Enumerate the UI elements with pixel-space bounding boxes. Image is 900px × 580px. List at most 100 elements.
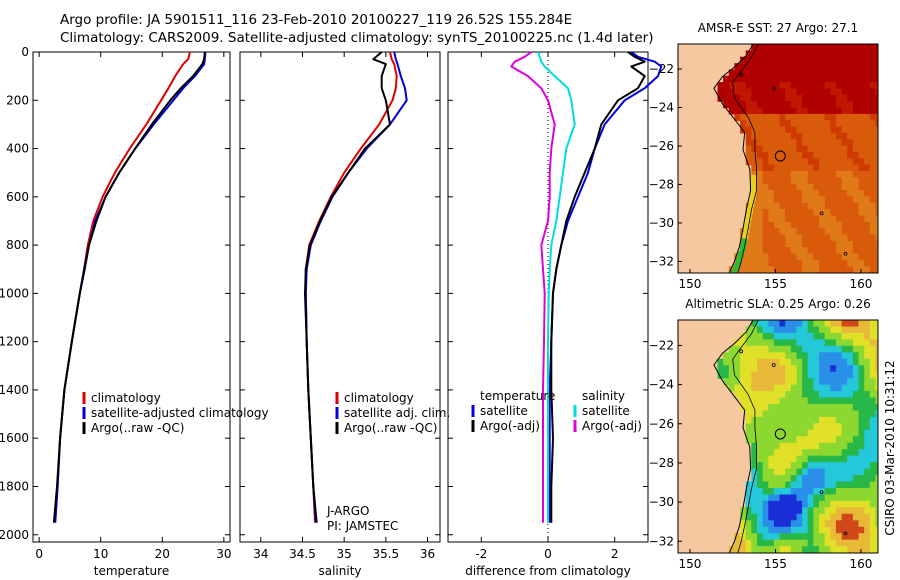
map-grid-cell [852,371,860,379]
map-grid-cell [779,75,786,83]
map-grid-cell [802,546,809,553]
map-grid-cell [824,410,831,418]
map-grid-cell [751,164,758,172]
map-grid-cell [835,56,843,64]
map-grid-cell [762,352,769,360]
map-grid-cell [796,552,803,553]
map-grid-cell [768,320,775,328]
map-grid-cell [869,215,876,223]
map-grid-cell [824,209,831,217]
map-y-tick-label: −28 [649,177,674,191]
map-grid-cell [768,494,775,502]
map-grid-cell [802,44,809,51]
map-grid-cell [768,164,775,172]
map-grid-cell [875,272,878,273]
map-grid-cell [869,345,876,353]
map-grid-cell [717,371,724,379]
map-grid-cell [875,345,878,353]
map-grid-cell [864,358,871,366]
map-grid-cell [835,358,843,366]
map-grid-cell [785,177,792,185]
map-grid-cell [762,183,769,191]
map-grid-cell [790,494,797,502]
map-grid-cell [779,234,786,242]
map-grid-cell [740,228,747,236]
map-grid-cell [869,63,876,71]
map-grid-cell [740,526,747,534]
map-grid-cell [869,442,876,450]
map-grid-cell [858,202,865,210]
map-grid-cell [751,546,758,553]
map-grid-cell [869,75,876,83]
map-grid-cell [785,56,792,64]
map-grid-cell [728,384,735,392]
map-grid-cell [796,520,803,528]
map-grid-cell [768,82,775,90]
map-grid-cell [830,423,837,431]
map-grid-cell [807,352,814,360]
map-grid-cell [734,352,741,360]
map-grid-cell [779,494,786,502]
map-grid-cell [830,82,837,90]
map-grid-cell [869,139,876,147]
map-grid-cell [824,56,831,64]
map-grid-cell [762,69,769,77]
map-grid-cell [813,56,820,64]
map-grid-cell [841,397,848,405]
map-grid-cell [830,384,837,392]
map-grid-cell [790,221,797,229]
map-grid-cell [773,63,781,71]
map-grid-cell [813,272,820,273]
map-grid-cell [779,397,786,405]
map-grid-cell [757,371,764,379]
map-grid-cell [847,410,854,418]
map-grid-cell [757,475,764,483]
map-grid-cell [841,272,848,273]
map-grid-cell [757,404,764,412]
map-grid-cell [835,384,843,392]
map-grid-cell [802,371,809,379]
map-grid-cell [835,462,843,470]
map-grid-cell [869,507,876,515]
map-grid-cell [802,404,809,412]
float-program-label: J-ARGO [326,504,369,518]
map-grid-cell [796,488,803,496]
map-grid-cell [835,449,843,457]
map-grid-cell [773,326,781,334]
map-grid-cell [830,358,837,366]
map-grid-cell [852,352,860,360]
map-grid-cell [869,247,876,255]
legend-header: temperature [480,389,555,403]
map-grid-cell [852,345,860,353]
map-grid-cell [762,171,769,178]
map-grid-cell [745,56,752,64]
map-grid-cell [785,442,792,450]
map-grid-cell [824,69,831,77]
map-grid-cell [751,145,758,153]
map-grid-cell [841,228,848,236]
map-grid-cell [796,234,803,242]
map-grid-cell [773,345,781,353]
map-grid-cell [779,190,786,198]
map-grid-cell [751,378,758,386]
map-grid-cell [864,101,871,109]
map-grid-cell [813,69,820,77]
map-grid-cell [796,221,803,229]
map-grid-cell [785,462,792,470]
map-grid-cell [864,171,871,178]
map-grid-cell [796,177,803,185]
map-grid-cell [819,442,826,450]
map-grid-cell [762,384,769,392]
map-grid-cell [830,266,837,273]
map-grid-cell [841,326,848,334]
map-grid-cell [807,253,814,261]
x-axis-label: difference from climatology [465,564,631,578]
map-grid-cell [864,371,871,379]
map-grid-cell [762,526,769,534]
map-grid-cell [852,507,860,515]
map-grid-cell [824,259,831,267]
map-grid-cell [762,113,769,121]
map-grid-cell [773,488,781,496]
map-grid-cell [790,215,797,223]
map-grid-cell [740,391,747,399]
